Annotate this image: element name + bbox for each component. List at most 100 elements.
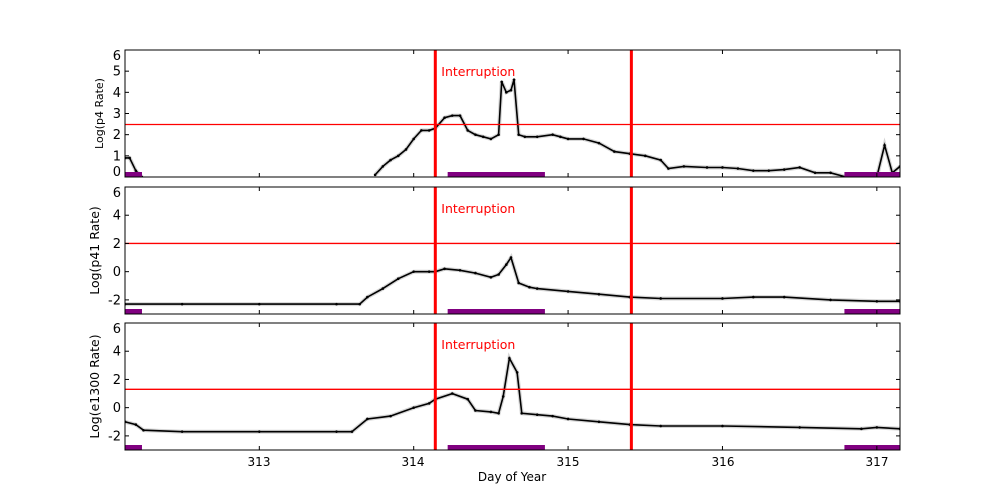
data-point [497,133,500,136]
y-tick-label: 4 [113,345,121,360]
data-point [559,135,562,139]
data-point [474,409,477,412]
data-point [659,158,663,162]
data-point [860,427,863,431]
data-point [597,141,601,145]
data-point [358,302,361,306]
y-tick-label: -2 [108,293,121,308]
coverage-bar [125,172,142,177]
data-point [258,430,261,433]
data-point [389,158,392,162]
data-point [366,417,369,421]
data-point [509,256,513,259]
data-point [489,137,493,141]
data-point [381,287,385,290]
coverage-bar [447,445,545,450]
plot-area [125,187,900,314]
data-point [450,392,454,395]
data-point [396,277,400,281]
data-point [613,150,616,153]
panel-2: Interruption -2 0 2 4 6 Log(e1300 Rate) [87,322,901,451]
y-tick-label: 4 [113,86,121,101]
x-tick-label: 317 [866,455,889,469]
data-point [509,88,513,92]
data-point [528,285,531,289]
data-point [535,413,539,417]
data-point [350,430,354,433]
data-point [752,169,755,172]
plot-area [125,323,900,450]
data-point [396,154,400,158]
data-point [497,412,500,415]
data-point [721,297,724,300]
data-point [381,165,385,168]
data-point [535,287,539,290]
data-point [875,426,879,429]
data-point [782,295,786,299]
data-point [597,292,601,296]
data-point [412,270,415,273]
y-tick-label: 0 [113,401,121,416]
data-point [798,166,801,169]
data-point [582,137,585,141]
data-point [643,154,647,158]
y-tick-label: 6 [113,322,121,337]
y-tick-label: 2 [113,128,121,143]
data-point [767,169,771,172]
data-point [566,290,570,293]
data-point [829,171,832,175]
data-point [335,302,338,306]
data-point [721,424,724,428]
data-point [134,169,138,172]
data-point [523,135,527,139]
data-point [875,300,879,303]
data-point [443,267,446,271]
data-point [366,295,369,299]
data-point [517,133,520,136]
y-tick-label: 6 [113,186,121,201]
x-tick-label: 316 [712,455,735,469]
plot-area [125,50,900,177]
coverage-bar [844,309,900,314]
data-point [335,430,338,433]
y-tick-label: 3 [113,107,121,122]
data-scatter-band [125,352,900,434]
data-point [142,428,145,432]
data-point [443,116,446,120]
interruption-label: Interruption [441,201,515,216]
y-axis-label: Log(p4 Rate) [93,78,106,149]
data-point [597,420,601,424]
data-point [829,298,832,302]
coverage-bar [125,445,142,450]
data-point [128,156,131,160]
x-tick-label: 313 [248,455,271,469]
x-tick-label: 314 [402,455,425,469]
data-point [501,395,505,398]
data-point [505,263,508,266]
data-point [180,302,184,306]
data-point [505,91,508,94]
data-point [659,424,663,428]
data-point [427,402,431,405]
coverage-bar [125,309,142,314]
axes-frame [124,322,901,451]
data-point [736,167,740,170]
data-point [489,276,493,279]
data-point [489,410,493,414]
data-point [551,133,554,136]
data-point [412,137,415,141]
data-point [474,133,477,136]
data-point [782,168,786,171]
y-axis-label: Log(p41 Rate) [87,206,102,295]
y-tick-label: 5 [113,65,121,80]
coverage-bar [447,172,545,177]
data-point [134,423,138,426]
x-axis-label: Day of Year [478,470,546,484]
data-point [667,167,670,170]
data-point [404,148,408,151]
data-point [752,295,755,299]
data-point [566,417,570,421]
y-tick-label: 4 [113,209,121,224]
panel-1: Interruption -2 0 2 4 6 Log(p41 Rate) [87,186,901,315]
